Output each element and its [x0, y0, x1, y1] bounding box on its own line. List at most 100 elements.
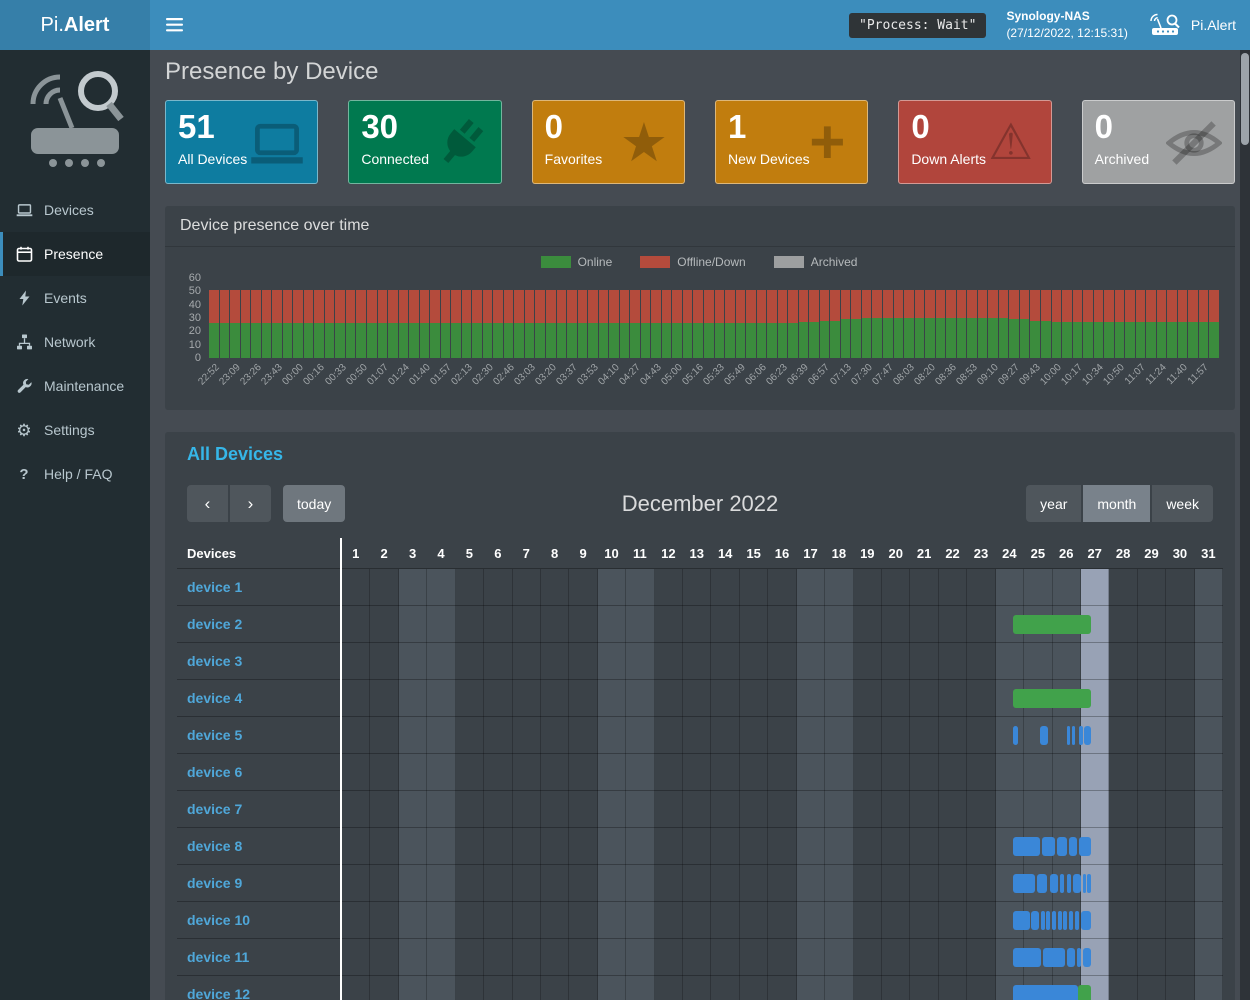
presence-bar-blue[interactable] [1013, 726, 1019, 745]
view-button-month[interactable]: month [1083, 485, 1151, 522]
legend-item-online[interactable]: Online [540, 255, 612, 269]
presence-bar-green[interactable] [1012, 689, 1091, 708]
y-tick-label: 60 [188, 272, 201, 284]
sidebar-item-settings[interactable]: ⚙ Settings [0, 408, 150, 452]
sidebar-item-events[interactable]: Events [0, 276, 150, 320]
scrollbar-thumb[interactable] [1241, 53, 1249, 145]
presence-bar-blue[interactable] [1087, 874, 1091, 893]
presence-bar-blue[interactable] [1080, 911, 1091, 930]
scrollbar-track[interactable] [1240, 50, 1250, 1000]
sidebar-item-presence[interactable]: Presence [0, 232, 150, 276]
x-tick-label: 01:24 [385, 362, 412, 388]
chart-bar [272, 278, 282, 358]
sidebar-toggle-button[interactable] [150, 0, 199, 50]
day-column-8 [541, 569, 570, 1000]
device-link[interactable]: device 7 [187, 801, 243, 817]
day-header-8: 8 [551, 546, 559, 561]
chart-bar [872, 278, 882, 358]
prev-month-button[interactable]: ‹ [187, 485, 228, 522]
summary-card-new-devices[interactable]: 1 New Devices + [714, 100, 869, 184]
chart-bar [703, 278, 714, 358]
sidebar-item-help-faq[interactable]: ? Help / FAQ [0, 452, 150, 496]
presence-bar-blue[interactable] [1083, 948, 1091, 967]
presence-bar-blue[interactable] [1076, 948, 1082, 967]
presence-bar-blue[interactable] [1051, 911, 1056, 930]
presence-bar-blue[interactable] [1012, 911, 1030, 930]
presence-bar-blue[interactable] [1078, 726, 1084, 745]
presence-bar-blue[interactable] [1049, 874, 1058, 893]
presence-bar-blue[interactable] [1063, 911, 1068, 930]
chart-bar [482, 278, 493, 358]
presence-bar-blue[interactable] [1059, 874, 1065, 893]
chart-bar [1104, 278, 1114, 358]
presence-bar-blue[interactable] [1037, 874, 1048, 893]
device-link[interactable]: device 10 [187, 912, 251, 928]
sidebar-item-maintenance[interactable]: Maintenance [0, 364, 150, 408]
presence-bar-blue[interactable] [1068, 911, 1073, 930]
brand-logo[interactable]: Pi. Alert [0, 0, 150, 50]
presence-bar-blue[interactable] [1078, 837, 1091, 856]
device-link[interactable]: device 4 [187, 690, 243, 706]
presence-bar-blue[interactable] [1067, 726, 1071, 745]
device-link[interactable]: device 2 [187, 616, 243, 632]
legend-item-archived[interactable]: Archived [773, 255, 857, 269]
chart-bar [282, 278, 293, 358]
presence-bar-blue[interactable] [1067, 948, 1076, 967]
presence-bar-blue[interactable] [1074, 911, 1080, 930]
presence-bar-blue[interactable] [1057, 911, 1062, 930]
summary-card-archived[interactable]: 0 Archived [1081, 100, 1235, 184]
gear-icon: ⚙ [16, 420, 32, 440]
summary-card-connected[interactable]: 30 Connected [348, 100, 502, 184]
presence-bar-blue[interactable] [1012, 948, 1042, 967]
presence-bar-blue[interactable] [1042, 948, 1066, 967]
sidebar-item-label: Presence [44, 246, 104, 262]
question-icon: ? [19, 465, 29, 483]
sidebar-item-label: Network [44, 334, 96, 350]
legend-item-offline-down[interactable]: Offline/Down [640, 255, 746, 269]
device-link[interactable]: device 6 [187, 764, 243, 780]
presence-bar-blue[interactable] [1066, 874, 1071, 893]
summary-card-down-alerts[interactable]: 0 Down Alerts ⚠ [898, 100, 1052, 184]
sidebar-item-network[interactable]: Network [0, 320, 150, 364]
chart-bar [503, 278, 514, 358]
chart-bar [293, 278, 303, 358]
presence-bar-blue[interactable] [1056, 837, 1067, 856]
presence-bar-blue[interactable] [1012, 874, 1036, 893]
view-button-year[interactable]: year [1026, 485, 1082, 522]
presence-bar-blue[interactable] [1012, 837, 1040, 856]
presence-bar-blue[interactable] [1012, 985, 1079, 1000]
card-label: Down Alerts [911, 150, 987, 167]
day-column-15 [740, 569, 769, 1000]
presence-bar-blue[interactable] [1084, 726, 1091, 745]
device-link[interactable]: device 12 [187, 986, 251, 1000]
presence-bar-green[interactable] [1078, 985, 1091, 1000]
x-tick-label: 00:50 [343, 362, 370, 388]
sidebar-item-label: Devices [44, 202, 94, 218]
device-link[interactable]: device 11 [187, 949, 250, 965]
presence-bar-blue[interactable] [1046, 911, 1051, 930]
presence-bar-blue[interactable] [1082, 874, 1086, 893]
presence-bar-blue[interactable] [1031, 911, 1039, 930]
chart-bar [219, 278, 230, 358]
card-label: Archived [1094, 150, 1150, 167]
device-link[interactable]: device 8 [187, 838, 243, 854]
presence-bar-green[interactable] [1012, 615, 1091, 634]
presence-bar-blue[interactable] [1072, 874, 1081, 893]
device-link[interactable]: device 1 [187, 579, 243, 595]
x-tick-label: 03:53 [575, 362, 601, 388]
view-button-week[interactable]: week [1152, 485, 1213, 522]
today-button[interactable]: today [283, 485, 346, 522]
presence-bar-blue[interactable] [1068, 837, 1077, 856]
presence-bar-blue[interactable] [1041, 837, 1055, 856]
device-link[interactable]: device 5 [187, 727, 243, 743]
summary-card-favorites[interactable]: 0 Favorites ★ [531, 100, 685, 184]
next-month-button[interactable]: › [230, 485, 271, 522]
presence-bar-blue[interactable] [1040, 911, 1045, 930]
presence-bar-blue[interactable] [1039, 726, 1049, 745]
presence-bar-blue[interactable] [1071, 726, 1075, 745]
sidebar-item-devices[interactable]: Devices [0, 188, 150, 232]
user-menu[interactable]: Pi.Alert [1148, 13, 1236, 38]
summary-card-all-devices[interactable]: 51 All Devices [165, 100, 319, 184]
device-link[interactable]: device 3 [187, 653, 243, 669]
device-link[interactable]: device 9 [187, 875, 243, 891]
